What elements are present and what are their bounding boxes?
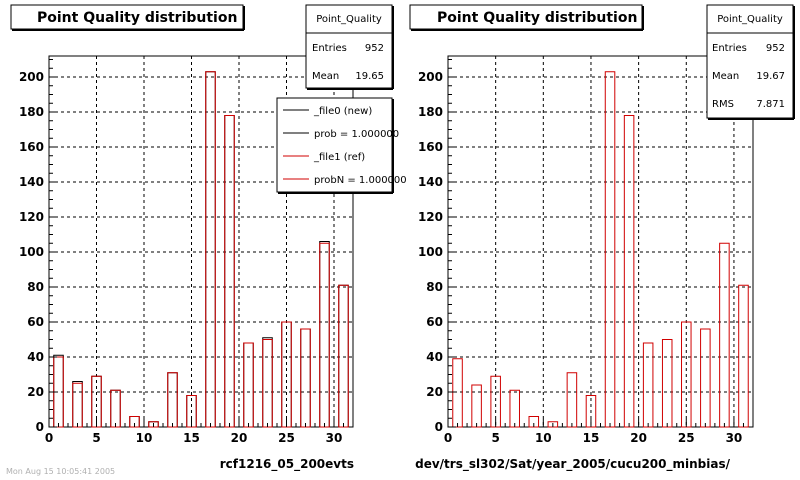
right-ytick-label: 100 (418, 245, 443, 259)
right-chart-title: Point Quality distribution (437, 10, 637, 26)
left-xtick-label: 10 (136, 431, 153, 445)
right-xtick-label: 25 (678, 431, 695, 445)
right-stats-mean-value: 19.67 (756, 71, 785, 82)
right-ytick-label: 120 (418, 210, 443, 224)
left-xtick-label: 15 (183, 431, 200, 445)
right-grid (448, 56, 753, 427)
left-x-axis-label: rcf1216_05_200evts (220, 457, 354, 472)
legend-label-file1: _file1 (ref) (313, 152, 365, 163)
legend-label-prob: prob = 1.000000 (314, 129, 399, 140)
right-ytick-label: 0 (435, 420, 443, 434)
right-ytick-label: 200 (418, 70, 443, 84)
right-stats-entries-label: Entries (712, 43, 747, 54)
left-ytick-label: 80 (27, 280, 44, 294)
right-title-box (409, 4, 643, 30)
left-ytick-label: 120 (19, 210, 44, 224)
left-legend: _file0 (new) prob = 1.000000 _file1 (ref… (276, 97, 407, 194)
legend-label-file0: _file0 (new) (313, 106, 372, 117)
right-plot-frame (447, 55, 754, 428)
left-ytick-label: 100 (19, 245, 44, 259)
right-xtick-label: 30 (726, 431, 743, 445)
left-ytick-label: 200 (19, 70, 44, 84)
right-ytick-label: 80 (426, 280, 443, 294)
right-xtick-label: 0 (444, 431, 452, 445)
right-stats-mean-label: Mean (712, 71, 739, 82)
left-stats-title: Point_Quality (316, 14, 382, 25)
left-xtick-label: 0 (45, 431, 53, 445)
left-panel: 0 5 10 15 20 25 30020406080100120140160180200 … (10, 4, 407, 472)
right-ytick-label: 40 (426, 350, 443, 364)
left-ytick-label: 180 (19, 105, 44, 119)
left-ytick-label: 140 (19, 175, 44, 189)
right-xtick-label: 5 (491, 431, 499, 445)
right-stats-rms-value: 7.871 (756, 99, 785, 110)
left-xtick-label: 25 (278, 431, 295, 445)
left-stats-mean-value: 19.65 (355, 71, 384, 82)
legend-box (276, 97, 393, 193)
left-stats-mean-label: Mean (312, 71, 339, 82)
left-xtick-label: 30 (326, 431, 343, 445)
left-ytick-label: 0 (36, 420, 44, 434)
left-stats-entries-label: Entries (312, 43, 347, 54)
legend-label-probn: probN = 1.000000 (314, 175, 407, 186)
right-stats-box (706, 4, 794, 119)
left-ytick-label: 60 (27, 315, 44, 329)
right-ytick-label: 60 (426, 315, 443, 329)
right-x-axis-label: dev/trs_sl302/Sat/year_2005/cucu200_minb… (415, 457, 731, 472)
left-ytick-label: 20 (27, 385, 44, 399)
right-xtick-label: 10 (535, 431, 552, 445)
right-stats-title: Point_Quality (717, 14, 783, 25)
right-xtick-label: 20 (630, 431, 647, 445)
right-ytick-label: 140 (418, 175, 443, 189)
right-ytick-label: 160 (418, 140, 443, 154)
right-stats-rms-label: RMS (712, 99, 734, 110)
left-xtick-label: 20 (231, 431, 248, 445)
left-ytick-label: 40 (27, 350, 44, 364)
right-ytick-label: 20 (426, 385, 443, 399)
footer-timestamp: Mon Aug 15 10:05:41 2005 (6, 467, 115, 476)
right-ytick-label: 180 (418, 105, 443, 119)
right-stats-entries-value: 952 (766, 43, 785, 54)
right-axes: 0 5 10 15 20 25 30 0 20 40 60 80 100 120 140 160 180 200 (418, 59, 754, 445)
left-axes: 0 5 10 15 20 25 30 0 20 40 60 80 100 120 140 160 180 200 (19, 59, 354, 445)
left-ytick-label: 160 (19, 140, 44, 154)
left-stats-entries-value: 952 (365, 43, 384, 54)
left-xtick-label: 5 (92, 431, 100, 445)
right-panel: 0 5 10 15 20 25 30020406080100120140160180200 … (409, 4, 795, 472)
left-chart-title: Point Quality distribution (37, 10, 237, 26)
right-xtick-label: 15 (583, 431, 600, 445)
